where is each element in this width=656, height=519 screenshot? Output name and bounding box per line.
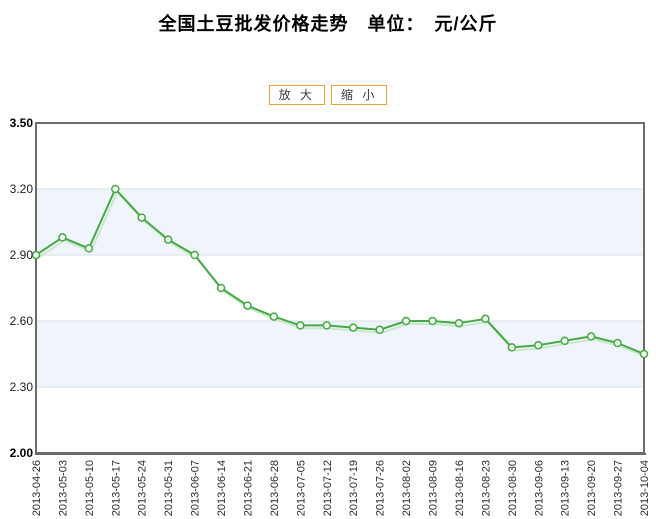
- data-point-marker: [137, 213, 146, 222]
- x-axis-date-label: 2013-06-14: [216, 460, 228, 516]
- data-point-marker: [163, 235, 173, 244]
- data-point-marker: [401, 316, 411, 326]
- data-point-marker: [481, 314, 490, 324]
- y-axis-tick-label: 2.90: [10, 248, 34, 262]
- page-title: 全国土豆批发价格走势 单位： 元/公斤: [158, 14, 498, 34]
- data-point-marker: [322, 321, 332, 330]
- x-axis-date-label: 2013-09-13: [560, 460, 572, 516]
- x-axis-date-label: 2013-07-12: [322, 460, 334, 516]
- x-axis-date-label: 2013-04-26: [31, 460, 43, 516]
- zoom-in-button[interactable]: 放 大: [268, 85, 325, 105]
- x-axis-date-label: 2013-07-05: [295, 460, 307, 516]
- data-point-marker: [243, 301, 252, 310]
- data-point-marker: [269, 312, 279, 321]
- data-point-marker: [296, 321, 305, 330]
- x-axis-date-label: 2013-08-30: [507, 460, 519, 516]
- x-axis-date-label: 2013-06-28: [269, 460, 281, 516]
- data-point-marker: [639, 349, 649, 359]
- plot-band: [36, 255, 644, 321]
- data-point-marker: [534, 340, 543, 350]
- plot-band: [36, 189, 644, 255]
- x-axis-date-label: 2013-05-03: [57, 460, 69, 516]
- x-axis-date-label: 2013-08-02: [401, 460, 413, 516]
- data-point-marker: [507, 343, 517, 352]
- data-point-marker: [428, 316, 437, 326]
- x-axis-date-label: 2013-08-09: [428, 460, 440, 516]
- data-point-marker: [84, 244, 94, 253]
- data-point-marker: [190, 250, 199, 260]
- data-point-marker: [58, 233, 67, 242]
- x-axis-date-label: 2013-09-20: [586, 460, 598, 516]
- plot-band: [36, 321, 644, 387]
- y-axis-tick-label: 2.30: [10, 380, 34, 394]
- data-point-marker: [586, 332, 596, 341]
- data-point-marker: [31, 250, 41, 260]
- x-axis-date-label: 2013-05-24: [137, 460, 149, 516]
- y-axis-tick-label: 2.00: [10, 446, 34, 460]
- data-point-marker: [348, 323, 358, 332]
- x-axis-date-label: 2013-08-23: [480, 460, 492, 516]
- y-axis-tick-label: 3.20: [10, 182, 34, 196]
- x-axis-date-label: 2013-05-10: [84, 460, 96, 516]
- data-point-marker: [454, 318, 464, 328]
- x-axis-date-label: 2013-05-31: [163, 460, 175, 516]
- x-axis-date-label: 2013-07-19: [348, 460, 360, 516]
- x-axis-date-label: 2013-07-26: [375, 460, 387, 516]
- chart-toolbar: 放 大 缩 小: [0, 85, 656, 105]
- x-axis-date-label: 2013-05-17: [110, 460, 122, 516]
- x-axis-date-label: 2013-09-27: [613, 460, 625, 516]
- data-point-marker: [613, 338, 622, 348]
- x-axis-date-label: 2013-09-06: [533, 460, 545, 516]
- x-axis-date-label: 2013-06-07: [190, 460, 202, 516]
- plot-band: [36, 387, 644, 453]
- data-point-marker: [111, 184, 120, 194]
- data-point-marker: [375, 325, 384, 335]
- data-point-marker: [216, 283, 226, 293]
- data-point-marker: [560, 336, 569, 346]
- plot-band: [36, 123, 644, 189]
- price-line: [35, 188, 645, 355]
- y-axis-tick-label: 2.60: [10, 314, 34, 328]
- y-axis-tick-label: 3.50: [10, 116, 34, 130]
- x-axis-date-label: 2013-10-04: [639, 460, 651, 516]
- x-axis-date-label: 2013-08-16: [454, 460, 466, 516]
- x-axis-date-label: 2013-06-21: [242, 460, 254, 516]
- zoom-out-button[interactable]: 缩 小: [331, 85, 388, 105]
